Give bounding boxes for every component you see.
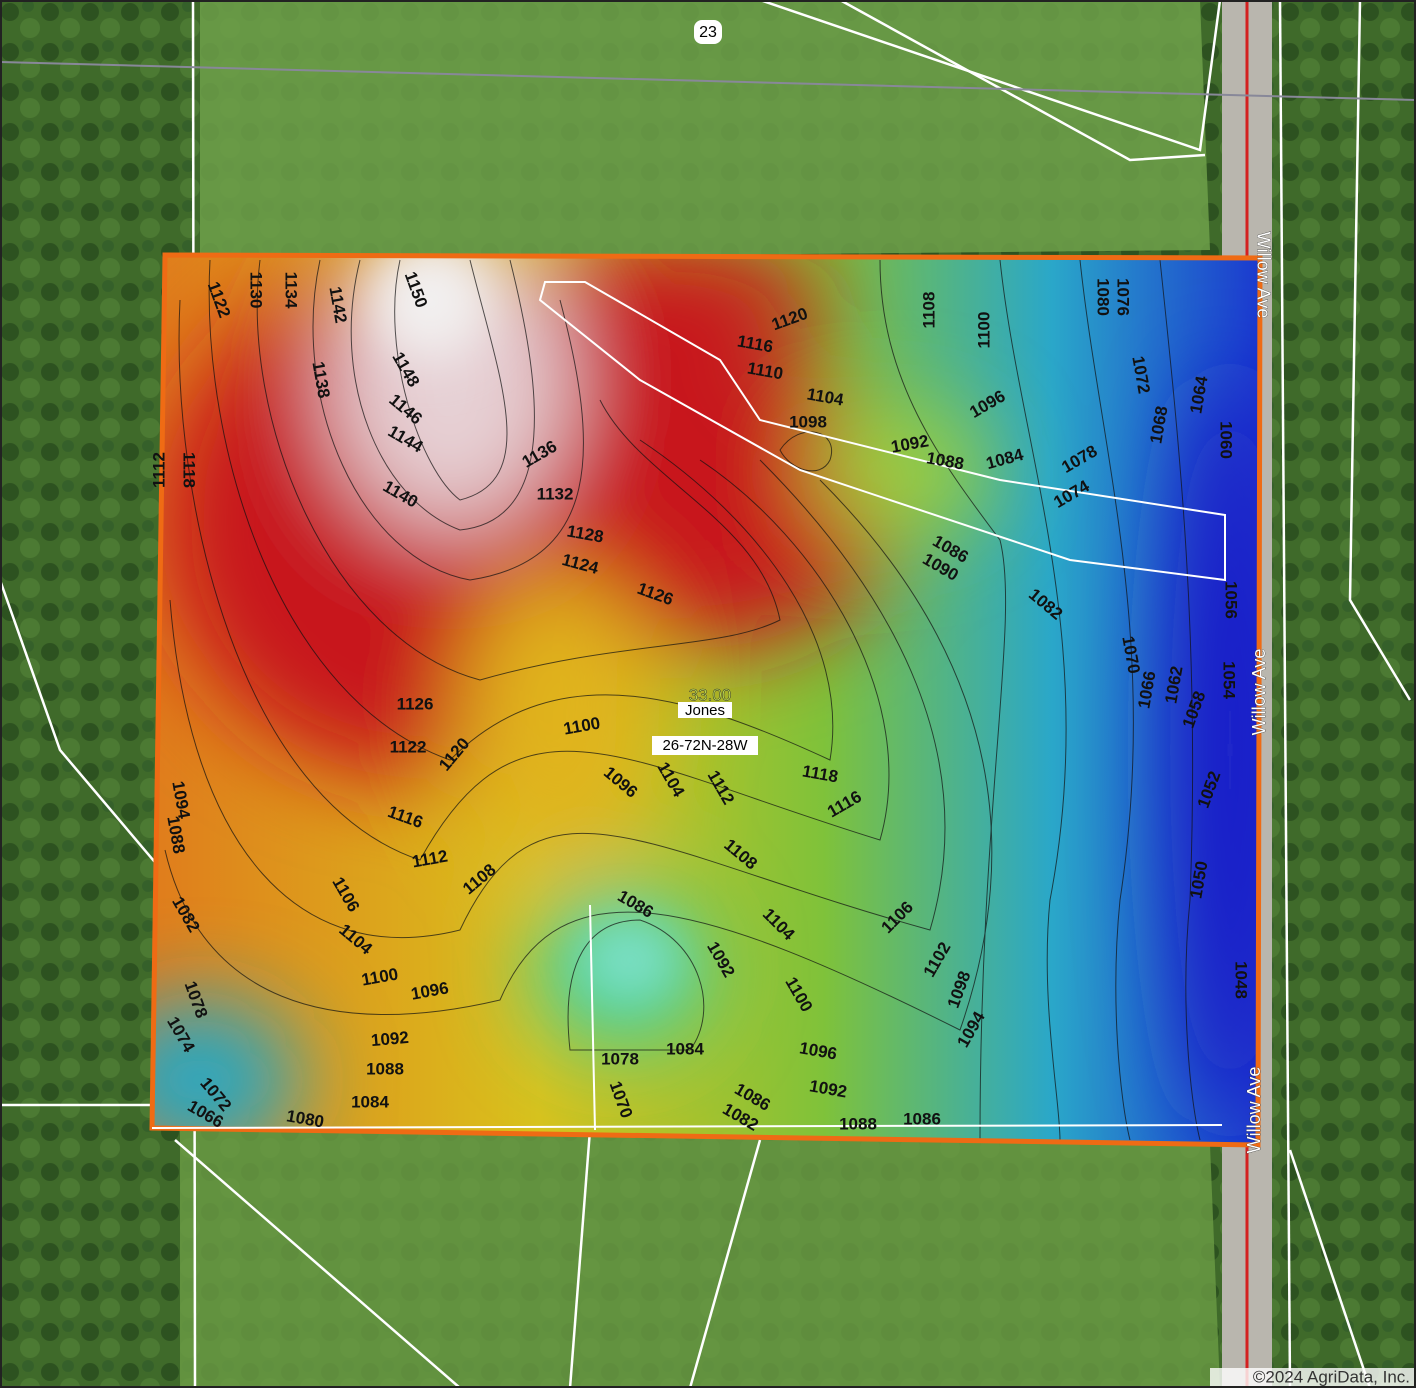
contour-label: 1130 (247, 272, 266, 309)
road-label: Willow Ave (1249, 649, 1269, 736)
road-label: Willow Ave (1244, 1067, 1264, 1154)
section-line (0, 61, 1416, 101)
acres-label: 33.00 (689, 685, 732, 704)
contour-label: 1086 (903, 1109, 941, 1128)
contour-label: 1048 (1232, 961, 1251, 999)
contour-label: 1126 (397, 694, 434, 713)
contour-label: 1054 (1220, 661, 1239, 699)
section-label: 23 (699, 24, 717, 41)
parcel-line (589, 904, 596, 1131)
contour-label: 1088 (839, 1114, 877, 1133)
contour-label: 1078 (601, 1049, 639, 1068)
contour-label: 1056 (1222, 581, 1241, 619)
label-box (652, 736, 758, 755)
contour-label: 1060 (1217, 421, 1236, 459)
parcel-line (151, 1124, 1223, 1129)
contour-label: 1132 (537, 484, 574, 503)
contour-label: 1084 (351, 1092, 389, 1111)
contour-label: 1122 (390, 737, 427, 756)
contour-label: 1092 (370, 1028, 409, 1050)
elevation-map (152, 255, 1260, 1145)
copyright: ©2024 AgriData, Inc. (1253, 1367, 1410, 1386)
section-badge (694, 20, 722, 44)
legal-label: 26-72N-28W (662, 737, 748, 754)
road-label: Willow Ave (1253, 232, 1273, 319)
pasture (180, 1130, 1220, 1388)
label-box (1210, 1368, 1414, 1388)
label-box (678, 702, 732, 718)
owner-label: Jones (685, 702, 725, 719)
contour-label: 1088 (366, 1059, 404, 1078)
parcel-lines (538, 281, 1226, 582)
contour-lines (164, 259, 1201, 1141)
contour-label: 1118 (180, 452, 199, 488)
field-boundary (149, 252, 1263, 1148)
contour-label: 1100 (974, 312, 993, 349)
contour-label: 1108 (919, 292, 938, 329)
contour-label: 1134 (282, 272, 301, 309)
contour-label: 1080 (1094, 278, 1113, 316)
contour-label: 1098 (789, 412, 827, 431)
contour-label: 1084 (666, 1039, 704, 1058)
contour-label: 1112 (149, 452, 168, 488)
contour-label: 1076 (1114, 278, 1133, 316)
